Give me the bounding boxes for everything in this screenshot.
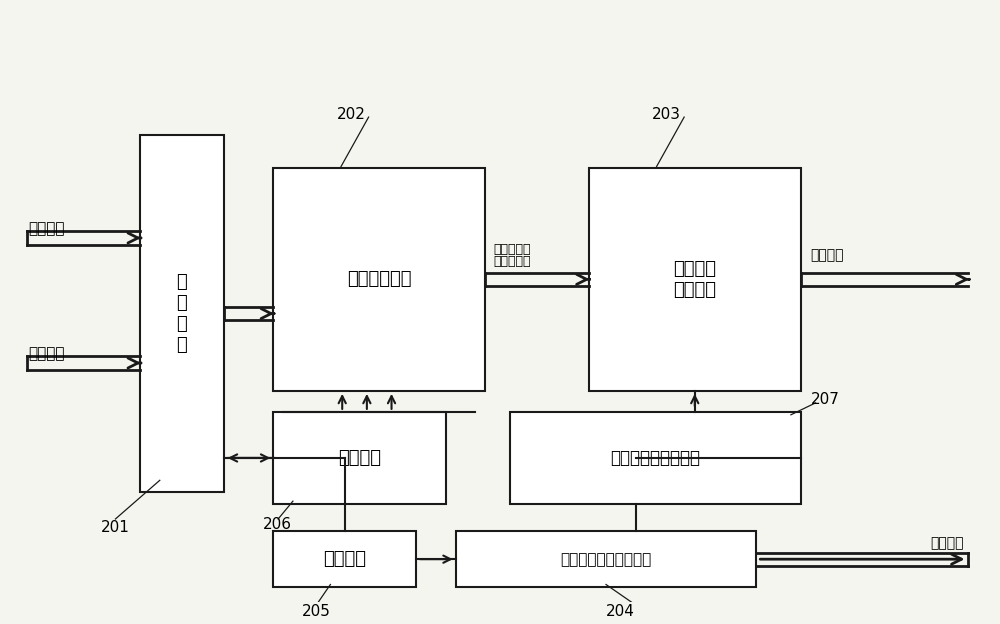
Text: 203: 203: [652, 107, 681, 122]
Text: 205: 205: [302, 604, 331, 619]
Text: 时钟与频率转换模块: 时钟与频率转换模块: [610, 449, 700, 467]
Bar: [273, 531, 416, 587]
Text: 校准寄存器及接口模块: 校准寄存器及接口模块: [560, 552, 652, 567]
Text: 电流数字量: 电流数字量: [493, 243, 531, 256]
Text: 校准模块: 校准模块: [323, 550, 366, 568]
Text: 基准模块: 基准模块: [338, 449, 381, 467]
Text: 207: 207: [811, 392, 839, 407]
Text: 数字信号
处理模块: 数字信号 处理模块: [673, 260, 716, 299]
Text: 202: 202: [337, 107, 366, 122]
Text: 204: 204: [606, 604, 635, 619]
Text: 201: 201: [101, 520, 130, 535]
Bar: [273, 412, 446, 504]
Bar: [140, 135, 224, 492]
Text: 采
样
模
块: 采 样 模 块: [177, 273, 187, 354]
Bar: [589, 168, 801, 391]
Text: 电压数字量: 电压数字量: [493, 255, 531, 268]
Text: 电流信号: 电流信号: [29, 222, 65, 236]
Text: 电压信号: 电压信号: [29, 346, 65, 361]
Bar: [510, 412, 801, 504]
Text: 通讯数据: 通讯数据: [930, 537, 963, 551]
Text: 模数转换模块: 模数转换模块: [347, 270, 411, 288]
Text: 206: 206: [263, 517, 292, 532]
Bar: [456, 531, 756, 587]
Text: 计量参数: 计量参数: [811, 248, 844, 263]
Bar: [273, 168, 485, 391]
